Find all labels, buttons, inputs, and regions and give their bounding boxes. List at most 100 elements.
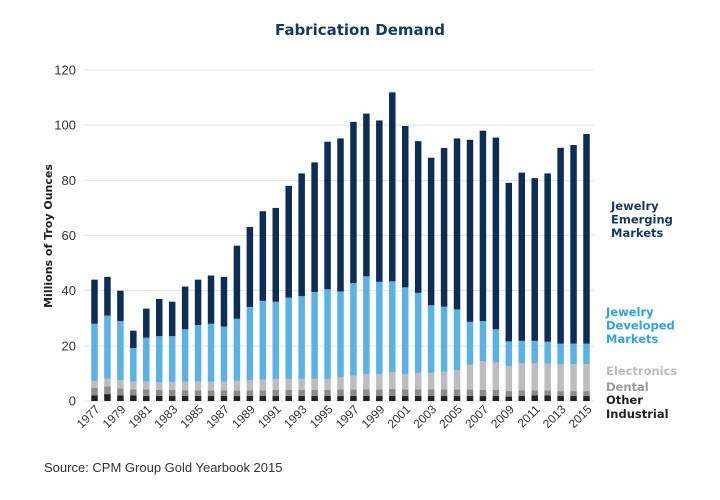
bar-dental-1999	[376, 389, 383, 397]
bar-electronics-2012	[544, 363, 551, 391]
bar-jewelry-developed-markets-1994	[311, 292, 318, 379]
bar-jewelry-developed-markets-1979	[117, 321, 124, 381]
bar-stack-1989	[246, 226, 254, 401]
bar-stack-1988	[233, 245, 241, 401]
bar-jewelry-emerging-markets-2008	[492, 137, 500, 330]
bar-stack-1979	[117, 290, 124, 401]
bar-stack-1991	[272, 207, 280, 401]
y-tick-label: 60	[62, 228, 76, 243]
bar-other-industrial-2013	[557, 396, 564, 401]
bar-jewelry-emerging-markets-1998	[363, 113, 370, 277]
bar-electronics-2001	[401, 374, 409, 390]
bar-electronics-1993	[298, 378, 305, 390]
bar-dental-1991	[272, 389, 280, 397]
bar-electronics-1989	[246, 380, 254, 391]
bar-other-industrial-2006	[466, 396, 474, 401]
bar-jewelry-developed-markets-2008	[492, 329, 500, 363]
bar-dental-1979	[117, 388, 124, 396]
bar-stack-2006	[466, 139, 474, 401]
bar-stack-2007	[479, 130, 487, 401]
bar-dental-1990	[259, 390, 267, 397]
bar-other-industrial-1982	[155, 396, 163, 401]
bar-other-industrial-1998	[363, 396, 370, 401]
bar-jewelry-emerging-markets-1997	[350, 121, 357, 284]
bar-electronics-1983	[168, 382, 176, 390]
bar-electronics-2000	[389, 372, 396, 389]
bar-dental-1989	[246, 390, 254, 397]
y-tick-label: 100	[54, 118, 76, 133]
bar-dental-1986	[207, 390, 215, 397]
bar-electronics-1998	[363, 374, 370, 390]
bar-stack-1981	[143, 308, 150, 401]
bar-jewelry-developed-markets-1985	[194, 325, 202, 382]
bar-electronics-1977	[91, 380, 98, 388]
bar-stack-2000	[389, 92, 396, 401]
bar-jewelry-emerging-markets-1980	[130, 330, 137, 349]
bar-dental-1997	[350, 389, 357, 397]
bar-stack-1980	[130, 330, 137, 401]
x-tick-label: 1995	[307, 402, 336, 431]
bar-stack-1990	[259, 211, 267, 401]
bar-dental-2001	[401, 389, 409, 397]
bar-jewelry-developed-markets-2014	[570, 343, 577, 365]
bar-other-industrial-2015	[583, 396, 590, 401]
bar-jewelry-emerging-markets-2003	[427, 157, 435, 306]
bar-other-industrial-1981	[143, 396, 150, 401]
bar-jewelry-developed-markets-1996	[337, 291, 344, 378]
bar-dental-1984	[181, 390, 189, 397]
bar-dental-2012	[544, 390, 551, 396]
bar-electronics-1978	[104, 378, 111, 387]
bar-jewelry-emerging-markets-2006	[466, 139, 474, 322]
x-tick-label: 2011	[515, 402, 543, 430]
bar-electronics-2006	[466, 364, 474, 390]
legend-item-electronics: Electronics	[606, 364, 677, 378]
bar-jewelry-emerging-markets-2000	[389, 92, 396, 282]
bar-other-industrial-1989	[246, 396, 254, 401]
bar-stack-1998	[363, 113, 370, 401]
x-axis-ticks: 1977197919811983198519871989199119931995…	[74, 402, 595, 431]
bar-dental-1977	[91, 387, 98, 396]
bar-jewelry-emerging-markets-1979	[117, 290, 124, 322]
bar-other-industrial-2007	[479, 396, 487, 401]
bar-dental-2013	[557, 391, 564, 397]
bar-other-industrial-1993	[298, 396, 305, 401]
bar-jewelry-developed-markets-2002	[414, 292, 422, 373]
bar-other-industrial-2012	[544, 395, 551, 401]
bar-dental-1980	[130, 389, 137, 396]
bar-dental-1998	[363, 389, 370, 397]
bar-dental-2008	[492, 389, 500, 397]
bar-jewelry-developed-markets-1993	[298, 296, 305, 379]
bar-other-industrial-1994	[311, 396, 318, 401]
bar-jewelry-developed-markets-2010	[518, 340, 526, 363]
bar-other-industrial-1992	[285, 396, 292, 401]
bar-jewelry-emerging-markets-2004	[440, 148, 448, 307]
x-tick-label: 1989	[229, 402, 258, 431]
bar-jewelry-emerging-markets-1986	[207, 275, 215, 324]
bar-jewelry-emerging-markets-2012	[544, 173, 551, 342]
bar-jewelry-developed-markets-1988	[233, 318, 241, 381]
bar-jewelry-developed-markets-1987	[220, 326, 228, 382]
bar-stack-1992	[285, 185, 292, 401]
bar-other-industrial-1980	[130, 395, 137, 401]
bar-dental-2010	[518, 390, 526, 397]
bar-dental-1983	[168, 389, 176, 397]
legend-item-other: Other	[606, 393, 643, 407]
bar-other-industrial-1987	[220, 396, 228, 401]
bar-other-industrial-1995	[324, 396, 331, 401]
bar-electronics-1979	[117, 380, 124, 389]
bars	[91, 92, 590, 401]
bar-jewelry-developed-markets-2000	[389, 281, 396, 373]
bar-other-industrial-2004	[440, 396, 448, 401]
bar-electronics-1981	[143, 381, 150, 390]
x-tick-label: 2007	[462, 402, 491, 431]
bar-electronics-1982	[155, 382, 163, 390]
legend-item-dental: Dental	[606, 380, 649, 394]
y-tick-label: 0	[69, 394, 76, 409]
bar-electronics-2013	[557, 364, 564, 392]
bar-jewelry-developed-markets-2004	[440, 306, 448, 372]
x-tick-label: 1987	[203, 402, 232, 431]
bar-other-industrial-2002	[414, 396, 422, 401]
legend-item-jewelry-developed-markets: Jewelry Developed Markets	[605, 305, 675, 346]
bar-electronics-2011	[531, 362, 538, 391]
bar-jewelry-developed-markets-1995	[324, 289, 331, 379]
